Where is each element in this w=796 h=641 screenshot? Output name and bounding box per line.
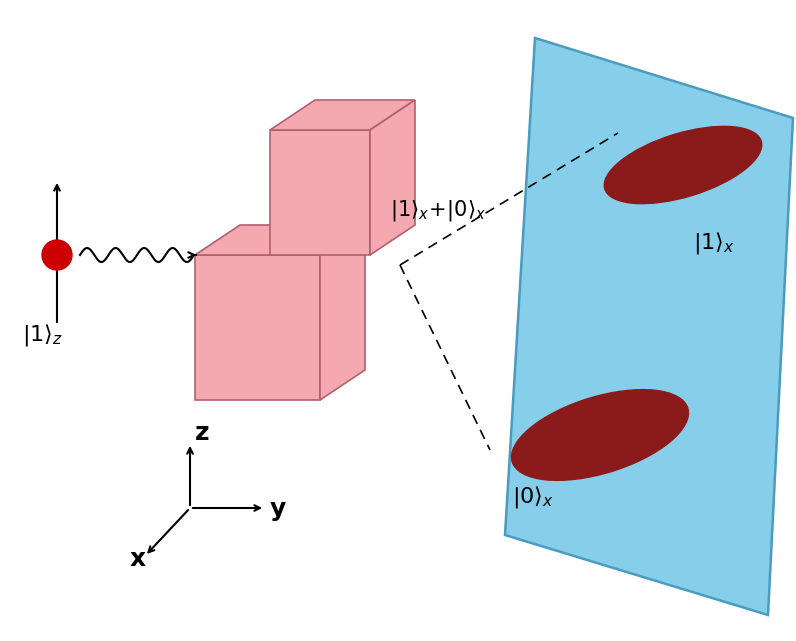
Text: $|1\rangle_x\!+\!|0\rangle_x$: $|1\rangle_x\!+\!|0\rangle_x$ <box>390 197 486 222</box>
Polygon shape <box>320 225 365 400</box>
Text: $|1\rangle_x$: $|1\rangle_x$ <box>693 229 735 256</box>
Text: x: x <box>130 547 146 571</box>
Polygon shape <box>195 255 320 400</box>
Polygon shape <box>195 225 365 255</box>
Text: y: y <box>270 497 287 521</box>
Text: $|1\rangle_z$: $|1\rangle_z$ <box>22 322 63 347</box>
Ellipse shape <box>603 126 763 204</box>
Polygon shape <box>370 100 415 255</box>
Polygon shape <box>505 38 793 615</box>
Ellipse shape <box>511 389 689 481</box>
Text: z: z <box>195 421 209 445</box>
Polygon shape <box>270 130 370 255</box>
Circle shape <box>42 240 72 270</box>
Polygon shape <box>270 100 415 130</box>
Text: $|0\rangle_x$: $|0\rangle_x$ <box>512 483 554 510</box>
